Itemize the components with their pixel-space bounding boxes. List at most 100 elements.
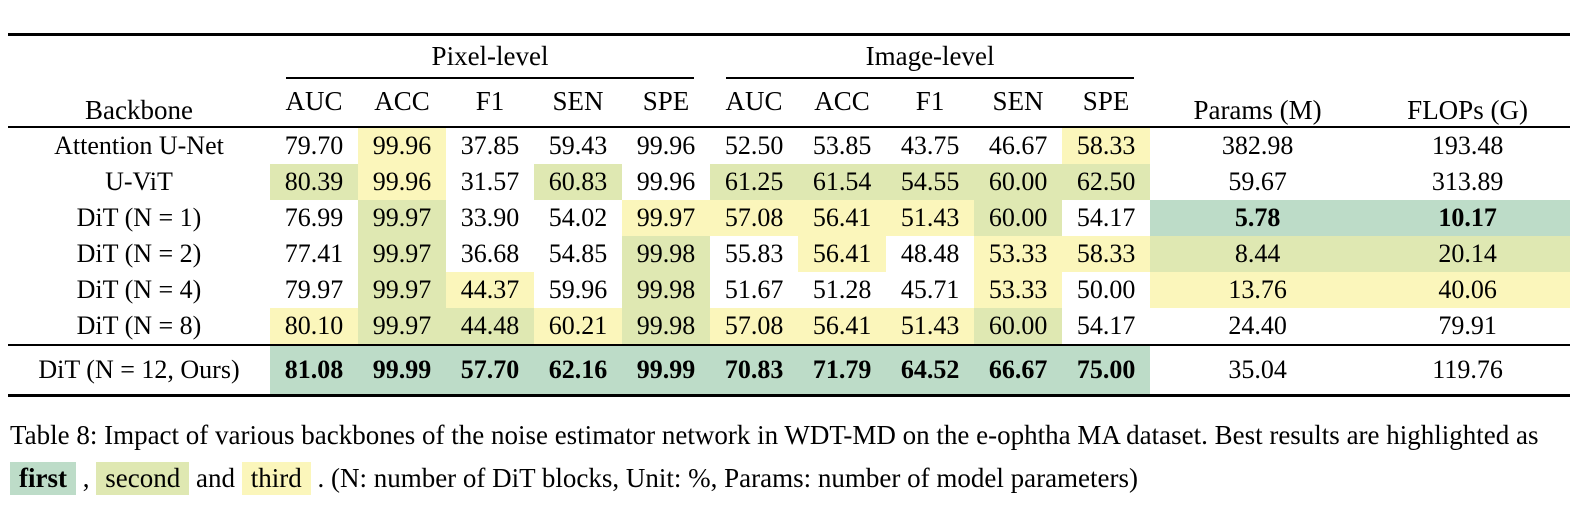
caption-text: . (N: number of DiT blocks, Unit: %, Par… xyxy=(310,463,1139,494)
metric-cell: 54.17 xyxy=(1076,203,1136,232)
metric-cell: 99.96 xyxy=(636,131,696,160)
metric-cell: 79.97 xyxy=(284,275,344,304)
metric-cell: 99.96 xyxy=(358,164,446,200)
metric-cell: 60.00 xyxy=(974,308,1063,345)
metric-cell: 58.33 xyxy=(1062,127,1151,164)
pixel-metric-header-f1: F1 xyxy=(446,79,534,128)
backbone-cell: DiT (N = 1) xyxy=(76,203,202,232)
metric-cell: 51.43 xyxy=(886,200,975,236)
caption-text: and xyxy=(189,463,242,494)
metric-cell: 99.97 xyxy=(358,308,446,345)
backbone-cell: DiT (N = 8) xyxy=(76,311,202,340)
metric-cell: 54.55 xyxy=(886,164,975,200)
metric-cell: 54.17 xyxy=(1076,311,1136,340)
metric-cell: 62.50 xyxy=(1062,164,1151,200)
metric-cell: 56.41 xyxy=(798,236,887,272)
metric-cell: 54.85 xyxy=(548,239,608,268)
metric-cell: 57.70 xyxy=(446,344,534,396)
group-header-image-level: Image-level xyxy=(710,35,1150,79)
image-level-label: Image-level xyxy=(726,36,1135,79)
table-row: DiT (N = 1) 76.99 99.97 33.90 54.02 99.97 57.0… xyxy=(8,200,1571,236)
metric-cell: 45.71 xyxy=(900,275,960,304)
metric-cell: 99.98 xyxy=(622,308,711,345)
second-highlight-swatch: second xyxy=(96,462,190,496)
metric-cell: 10.17 xyxy=(1365,200,1571,236)
metric-cell: 80.39 xyxy=(270,164,358,200)
metric-cell: 99.97 xyxy=(358,272,446,308)
table-row: U-ViT 80.39 99.96 31.57 60.83 99.96 61.25 61.54… xyxy=(8,164,1570,200)
metric-cell: 99.96 xyxy=(636,167,696,196)
pixel-metric-header-acc: ACC xyxy=(358,79,446,128)
metric-cell: 51.43 xyxy=(886,308,975,345)
pixel-level-label: Pixel-level xyxy=(286,36,695,79)
metric-cell: 35.04 xyxy=(1150,344,1366,396)
metric-cell: 99.97 xyxy=(358,200,446,236)
table-row: DiT (N = 2) 77.41 99.97 36.68 54.85 99.98 55.8… xyxy=(8,236,1571,272)
metric-cell: 31.57 xyxy=(460,167,520,196)
backbone-cell: DiT (N = 2) xyxy=(76,239,202,268)
image-metric-header-f1: F1 xyxy=(886,79,975,128)
group-header-pixel-level: Pixel-level xyxy=(270,35,710,79)
metric-cell: 99.98 xyxy=(622,272,711,308)
image-metric-header-acc: ACC xyxy=(798,79,887,128)
table-row: Attention U-Net 79.70 99.96 37.85 59.43 99.96… xyxy=(8,127,1570,164)
image-metric-header-auc: AUC xyxy=(710,79,799,128)
metric-cell: 57.08 xyxy=(710,200,799,236)
caption-text: Table 8: Impact of various backbones of … xyxy=(10,420,1539,450)
metric-cell: 57.08 xyxy=(710,308,799,345)
image-metric-header-spe: SPE xyxy=(1062,79,1151,128)
backbone-cell: DiT (N = 12, Ours) xyxy=(8,344,270,396)
metric-cell: 99.99 xyxy=(622,344,711,396)
metric-cell: 43.75 xyxy=(900,131,960,160)
backbone-cell: U-ViT xyxy=(105,167,173,196)
metric-cell: 40.06 xyxy=(1365,272,1571,308)
metric-cell: 59.67 xyxy=(1228,167,1287,196)
metric-cell: 44.48 xyxy=(446,308,534,345)
metric-cell: 50.00 xyxy=(1076,275,1136,304)
metric-cell: 54.02 xyxy=(548,203,608,232)
metric-cell: 61.54 xyxy=(798,164,887,200)
metric-cell: 80.10 xyxy=(270,308,358,345)
backbone-cell: Attention U-Net xyxy=(54,131,224,160)
header-metric-row: AUC ACC F1 SEN SPE AUC ACC F1 SEN SPE xyxy=(8,79,1570,128)
metric-cell: 52.50 xyxy=(724,131,784,160)
metric-cell: 58.33 xyxy=(1062,236,1151,272)
metric-cell: 99.98 xyxy=(622,236,711,272)
metric-cell: 51.67 xyxy=(724,275,784,304)
col-header-params: Params (M) xyxy=(1150,34,1366,128)
metric-cell: 20.14 xyxy=(1365,236,1571,272)
metric-cell: 24.40 xyxy=(1228,311,1287,340)
metric-cell: 99.97 xyxy=(358,236,446,272)
table-row: DiT (N = 8) 80.10 99.97 44.48 60.21 99.98 57.0… xyxy=(8,308,1570,345)
table-row: DiT (N = 12, Ours) 81.08 99.99 57.70 62.16 99… xyxy=(8,344,1571,396)
metric-cell: 33.90 xyxy=(460,203,520,232)
metric-cell: 99.97 xyxy=(622,200,711,236)
metric-cell: 70.83 xyxy=(710,344,799,396)
metric-cell: 66.67 xyxy=(974,344,1063,396)
metric-cell: 64.52 xyxy=(886,344,975,396)
pixel-metric-header-sen: SEN xyxy=(534,79,622,128)
metric-cell: 99.96 xyxy=(358,127,446,164)
third-highlight-swatch: third xyxy=(241,462,311,496)
metric-cell: 55.83 xyxy=(724,239,784,268)
metric-cell: 71.79 xyxy=(798,344,887,396)
table-row: DiT (N = 4) 79.97 99.97 44.37 59.96 99.98 51.6… xyxy=(8,272,1571,308)
table-caption: Table 8: Impact of various backbones of … xyxy=(10,414,1566,500)
metric-cell: 56.41 xyxy=(798,200,887,236)
metric-cell: 76.99 xyxy=(284,203,344,232)
image-metric-header-sen: SEN xyxy=(974,79,1063,128)
metric-cell: 13.76 xyxy=(1150,272,1366,308)
pixel-metric-header-spe: SPE xyxy=(622,79,711,128)
metric-cell: 61.25 xyxy=(710,164,799,200)
metric-cell: 53.33 xyxy=(974,236,1063,272)
metric-cell: 56.41 xyxy=(798,308,887,345)
caption-text: , xyxy=(75,463,97,494)
metric-cell: 79.91 xyxy=(1438,311,1497,340)
metric-cell: 59.43 xyxy=(548,131,608,160)
pixel-metric-header-auc: AUC xyxy=(270,79,358,128)
metric-cell: 46.67 xyxy=(988,131,1048,160)
metric-cell: 60.21 xyxy=(534,308,622,345)
col-header-flops: FLOPs (G) xyxy=(1365,34,1571,128)
metric-cell: 48.48 xyxy=(900,239,960,268)
